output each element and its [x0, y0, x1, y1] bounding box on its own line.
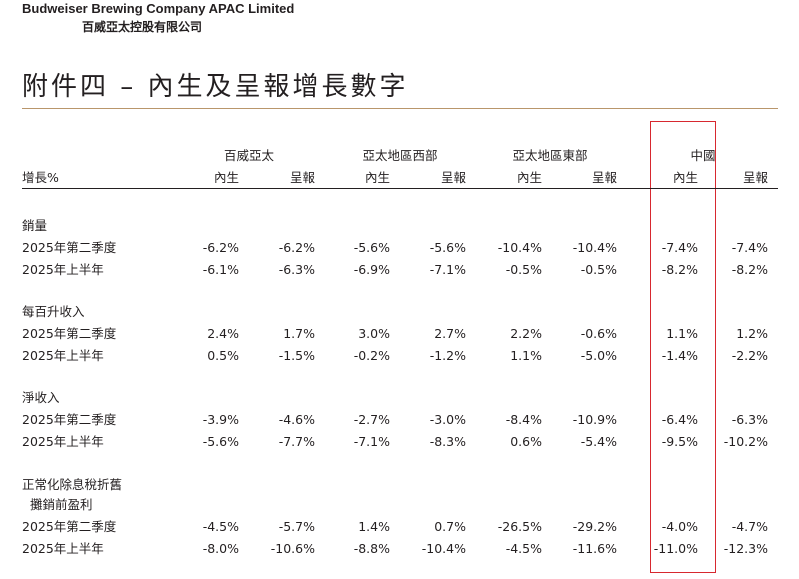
table-cell: -8.4% — [505, 412, 542, 427]
table-cell: 2.4% — [207, 326, 239, 341]
header-divider — [22, 188, 778, 189]
table-cell: -7.7% — [278, 434, 315, 449]
table-cell: 0.7% — [434, 519, 466, 534]
table-cell: -7.4% — [731, 240, 768, 255]
group-header: 亞太地區西部 — [362, 148, 438, 163]
china-column-highlight — [650, 121, 716, 573]
section-label-continued: 攤銷前盈利 — [30, 497, 93, 512]
table-cell: -0.2% — [353, 348, 390, 363]
table-cell: -5.7% — [278, 519, 315, 534]
table-cell: -6.4% — [661, 412, 698, 427]
table-cell: 0.6% — [510, 434, 542, 449]
table-cell: -6.2% — [278, 240, 315, 255]
table-cell: -6.2% — [202, 240, 239, 255]
table-cell: -8.0% — [202, 541, 239, 556]
row-header-label: 增長% — [22, 170, 59, 185]
table-cell: -9.5% — [661, 434, 698, 449]
section-label: 每百升收入 — [22, 304, 85, 319]
sub-header-organic: 內生 — [213, 170, 239, 185]
table-cell: -3.9% — [202, 412, 239, 427]
table-cell: 1.1% — [510, 348, 542, 363]
row-label: 2025年上半年 — [22, 434, 104, 449]
table-cell: -2.2% — [731, 348, 768, 363]
table-cell: 0.5% — [207, 348, 239, 363]
sub-header-reported: 呈報 — [591, 170, 617, 185]
table-cell: 1.4% — [358, 519, 390, 534]
table-cell: -4.0% — [661, 519, 698, 534]
row-label: 2025年第二季度 — [22, 412, 117, 427]
table-cell: 1.7% — [283, 326, 315, 341]
row-label: 2025年上半年 — [22, 262, 104, 277]
sub-header-reported: 呈報 — [440, 170, 466, 185]
table-cell: -8.2% — [661, 262, 698, 277]
table-cell: -5.6% — [429, 240, 466, 255]
table-cell: -8.8% — [353, 541, 390, 556]
sub-header-organic: 內生 — [672, 170, 698, 185]
table-cell: -10.4% — [421, 541, 466, 556]
table-cell: -11.6% — [572, 541, 617, 556]
group-header: 中國 — [690, 148, 716, 163]
table-cell: -4.5% — [505, 541, 542, 556]
table-cell: 1.2% — [736, 326, 768, 341]
row-label: 2025年第二季度 — [22, 519, 117, 534]
table-cell: -10.2% — [723, 434, 768, 449]
company-name-zh: 百威亞太控股有限公司 — [82, 20, 203, 34]
company-name-en: Budweiser Brewing Company APAC Limited — [22, 1, 295, 16]
table-cell: -8.2% — [731, 262, 768, 277]
table-cell: -5.6% — [353, 240, 390, 255]
table-cell: -26.5% — [497, 519, 542, 534]
table-cell: -10.4% — [497, 240, 542, 255]
table-cell: -6.1% — [202, 262, 239, 277]
table-cell: -0.6% — [580, 326, 617, 341]
table-cell: -7.4% — [661, 240, 698, 255]
table-cell: -10.9% — [572, 412, 617, 427]
page-title: 附件四 – 內生及呈報增長數字 — [22, 72, 409, 102]
group-header: 亞太地區東部 — [512, 148, 588, 163]
table-cell: 1.1% — [666, 326, 698, 341]
sub-header-organic: 內生 — [364, 170, 390, 185]
table-cell: -10.4% — [572, 240, 617, 255]
table-cell: -5.4% — [580, 434, 617, 449]
sub-header-reported: 呈報 — [289, 170, 315, 185]
table-cell: -0.5% — [580, 262, 617, 277]
table-cell: -12.3% — [723, 541, 768, 556]
table-cell: -11.0% — [653, 541, 698, 556]
table-cell: -4.6% — [278, 412, 315, 427]
table-cell: -3.0% — [429, 412, 466, 427]
row-label: 2025年上半年 — [22, 348, 104, 363]
table-cell: -5.6% — [202, 434, 239, 449]
table-cell: -4.5% — [202, 519, 239, 534]
section-label: 正常化除息稅折舊 — [22, 477, 123, 492]
table-cell: -29.2% — [572, 519, 617, 534]
table-cell: -8.3% — [429, 434, 466, 449]
table-cell: -6.3% — [731, 412, 768, 427]
section-label: 銷量 — [22, 218, 48, 233]
sub-header-organic: 內生 — [516, 170, 542, 185]
table-cell: -7.1% — [429, 262, 466, 277]
sub-header-reported: 呈報 — [742, 170, 768, 185]
table-cell: -1.2% — [429, 348, 466, 363]
table-cell: -7.1% — [353, 434, 390, 449]
row-label: 2025年上半年 — [22, 541, 104, 556]
table-cell: -1.5% — [278, 348, 315, 363]
row-label: 2025年第二季度 — [22, 240, 117, 255]
section-label: 淨收入 — [22, 390, 60, 405]
table-cell: -2.7% — [353, 412, 390, 427]
group-header: 百威亞太 — [223, 148, 274, 163]
table-cell: -6.9% — [353, 262, 390, 277]
title-divider — [22, 108, 778, 109]
table-cell: -0.5% — [505, 262, 542, 277]
row-label: 2025年第二季度 — [22, 326, 117, 341]
table-cell: -6.3% — [278, 262, 315, 277]
table-cell: 2.7% — [434, 326, 466, 341]
table-cell: -4.7% — [731, 519, 768, 534]
table-cell: -10.6% — [270, 541, 315, 556]
table-cell: 3.0% — [358, 326, 390, 341]
table-cell: 2.2% — [510, 326, 542, 341]
table-cell: -1.4% — [661, 348, 698, 363]
table-cell: -5.0% — [580, 348, 617, 363]
